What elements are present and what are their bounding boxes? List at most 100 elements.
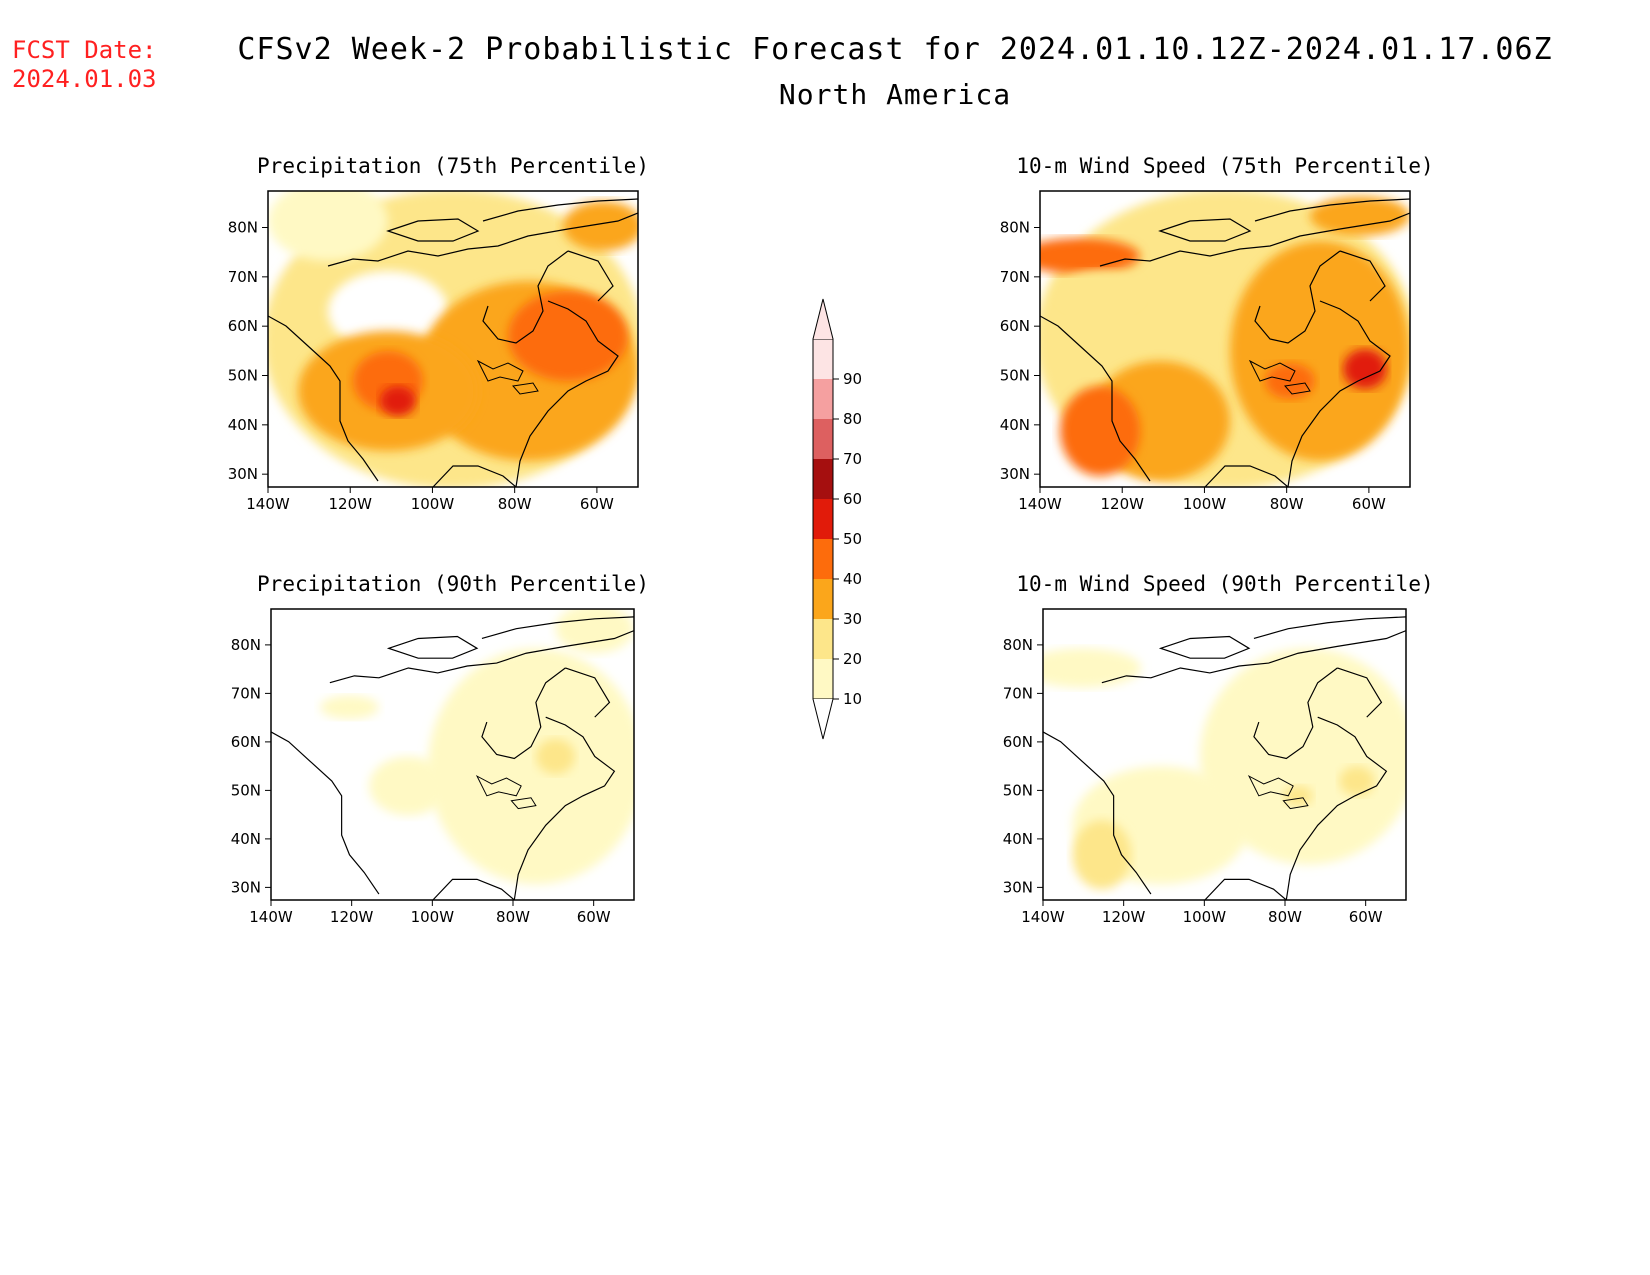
great-lakes [1248,359,1311,395]
lat-label: 50N [1000,367,1030,385]
lon-label: 80W [496,908,530,926]
probability-contour [1040,238,1140,274]
probability-contour [428,648,634,885]
panel-wind-90: 10-m Wind Speed (90th Percentile) 80N 70N… [1003,572,1434,926]
coastline [271,616,634,900]
colorbar-swatch [813,339,833,379]
probability-contour [268,191,388,261]
precip-75-contours [268,191,638,487]
coastline [1040,198,1410,487]
great-lakes [476,359,539,395]
wind-90-contours [1043,609,1406,900]
colorbar-label: 20 [843,650,862,668]
probability-contour [1230,241,1410,461]
lat-label: 60N [1000,317,1030,335]
colorbar: 10 20 30 40 50 60 70 80 90 [812,298,862,740]
probability-contour [1339,766,1375,796]
great-lakes [475,774,537,810]
colorbar-swatch [813,659,833,699]
coastline [268,198,638,487]
lat-label: 80N [1003,636,1033,654]
colorbar-label: 80 [843,410,862,428]
forecast-date-block: FCST Date: 2024.01.03 [12,36,157,94]
panel-precip-75: Precipitation (75th Percentile) 80N 70N 60… [228,154,649,513]
lat-label: 40N [1000,416,1030,434]
lat-label: 60N [1003,733,1033,751]
colorbar-swatch [813,499,833,539]
lat-label: 70N [228,268,258,286]
lon-label: 60W [580,495,614,513]
colorbar-swatch [813,619,833,659]
probability-contour [1060,271,1140,311]
probability-contour [380,386,416,416]
lon-label: 100W [1183,908,1227,926]
panel-title: Precipitation (75th Percentile) [257,154,649,178]
lon-label: 120W [1102,908,1146,926]
lon-label: 60W [577,908,611,926]
map-frame [267,190,639,488]
colorbar-swatch [813,419,833,459]
lat-label: 70N [1000,268,1030,286]
colorbar-label: 60 [843,490,862,508]
lat-label: 50N [231,781,261,799]
lon-label: 120W [328,495,372,513]
colorbar-top-arrow [812,298,834,340]
lat-label: 40N [228,416,258,434]
lat-label: 60N [228,317,258,335]
lon-label: 140W [246,495,290,513]
lat-label: 60N [231,733,261,751]
probability-contour [555,609,634,654]
lat-label: 40N [1003,830,1033,848]
lat-label: 30N [1000,465,1030,483]
panel-title: 10-m Wind Speed (75th Percentile) [1016,154,1433,178]
lon-label: 100W [411,495,455,513]
lat-label: 30N [231,878,261,896]
lat-label: 80N [228,219,258,237]
colorbar-swatch [813,579,833,619]
forecast-date-value: 2024.01.03 [12,65,157,93]
probability-contour [508,291,628,381]
lon-label: 140W [1018,495,1062,513]
probability-contour [1043,648,1142,688]
probability-contour [563,201,638,251]
lon-label: 140W [1021,908,1065,926]
colorbar-label: 50 [843,530,862,548]
lat-label: 30N [1003,878,1033,896]
lat-label: 70N [1003,684,1033,702]
probability-contour [369,756,448,816]
lat-label: 50N [1003,781,1033,799]
lat-label: 40N [231,830,261,848]
probability-contour [1200,648,1406,865]
lon-label: 140W [249,908,293,926]
coastline [1043,616,1406,900]
panel-precip-90: Precipitation (90th Percentile) 80N 70N 60… [231,572,649,926]
wind-75-contours [1040,191,1410,487]
colorbar-swatch [813,459,833,499]
precip-90-contours [271,609,634,900]
lon-label: 100W [411,908,455,926]
main-title: CFSv2 Week-2 Probabilistic Forecast for … [237,32,1553,67]
panel-title: Precipitation (90th Percentile) [257,572,649,596]
lat-label: 30N [228,465,258,483]
colorbar-bottom-arrow [812,698,834,740]
lat-label: 80N [1000,219,1030,237]
probability-contour [320,695,379,720]
forecast-date-label: FCST Date: [12,36,157,64]
map-frame [1039,190,1411,488]
lon-label: 100W [1183,495,1227,513]
probability-contour [535,738,576,775]
lon-label: 80W [1270,495,1304,513]
probability-contour [1060,386,1140,476]
panel-title: 10-m Wind Speed (90th Percentile) [1016,572,1433,596]
probability-contour [328,271,448,351]
lon-label: 120W [1100,495,1144,513]
probability-contour [1310,196,1410,236]
lon-label: 80W [1268,908,1302,926]
lat-label: 70N [231,684,261,702]
panel-wind-75: 10-m Wind Speed (75th Percentile) 80N 70N… [1000,154,1434,513]
region-subtitle: North America [778,78,1012,111]
map-frame [270,608,635,901]
probability-contour [1343,349,1387,389]
colorbar-label: 70 [843,450,862,468]
